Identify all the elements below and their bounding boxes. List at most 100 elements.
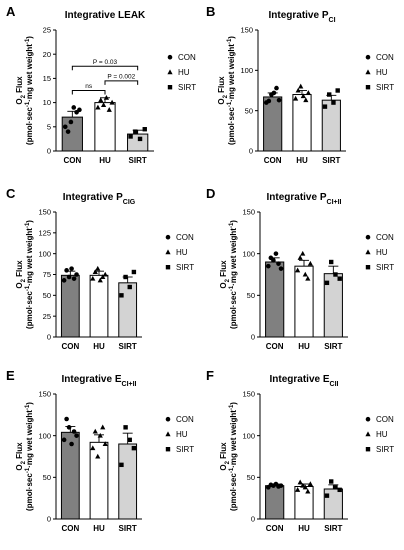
panel-title: Integrative LEAK <box>65 10 146 21</box>
legend-marker-sirt <box>365 265 371 270</box>
panel-title: Integrative PCIG <box>63 192 136 206</box>
data-point-con <box>276 261 281 266</box>
y-axis-label-unit-b: ·mg wet weight <box>25 44 34 102</box>
y-axis-label-flux: Flux <box>219 442 228 461</box>
significance-bracket <box>71 65 139 71</box>
data-point-sirt <box>331 100 336 105</box>
data-point-con <box>266 263 271 269</box>
y-axis-label-flux: Flux <box>15 442 24 461</box>
legend-marker-hu <box>165 249 171 255</box>
data-point-sirt <box>329 259 334 265</box>
panel-letter: A <box>6 4 16 19</box>
bar-hu <box>292 94 312 152</box>
data-point-hu <box>100 274 106 279</box>
legend-label-con: CON <box>176 415 194 424</box>
y-axis-label-unit-a: (pmol·sec <box>25 473 34 511</box>
data-point-hu <box>300 482 306 488</box>
data-point-hu <box>293 95 299 101</box>
data-point-sirt <box>333 272 338 277</box>
data-point-sirt <box>333 485 338 490</box>
y-tick-label: 150 <box>240 26 253 35</box>
legend-marker-sirt <box>165 265 171 270</box>
panel-title-main: Integrative LEAK <box>65 10 146 21</box>
y-axis-label-exp1: -1 <box>25 285 31 291</box>
data-point-con <box>266 98 272 104</box>
panel-title-sub: CI+II <box>122 381 137 388</box>
panel-title-main: Integrative E <box>61 374 121 385</box>
y-axis-label-line2: (pmol·sec-1·mg wet weight-1) <box>229 402 238 511</box>
y-tick-label: 25 <box>43 312 51 321</box>
data-point-con <box>278 483 284 488</box>
y-axis-label-o: O <box>217 98 226 104</box>
data-point-con <box>68 119 74 125</box>
y-tick-label: 100 <box>242 431 255 440</box>
y-axis-label-exp1: -1 <box>229 467 235 473</box>
bar-hu <box>89 274 109 338</box>
data-point-hu <box>95 453 101 459</box>
y-tick-label: 0 <box>47 515 51 524</box>
y-tick-label: 100 <box>242 249 255 258</box>
data-point-sirt <box>142 127 147 132</box>
data-point-con <box>74 272 79 277</box>
data-point-sirt <box>119 462 124 468</box>
data-point-hu <box>307 481 313 486</box>
y-axis-label-close: ) <box>25 402 34 405</box>
data-point-con <box>271 258 276 263</box>
legend-label-sirt: SIRT <box>176 263 194 272</box>
data-point-hu <box>92 269 98 274</box>
y-axis-label-exp2: -1 <box>227 38 233 44</box>
panel-letter: B <box>206 4 215 19</box>
legend-marker-con <box>165 416 171 422</box>
y-axis-label-close: ) <box>227 36 236 39</box>
data-point-sirt <box>131 269 137 275</box>
data-point-hu <box>302 271 308 277</box>
significance-label: P = 0.03 <box>93 59 118 66</box>
y-tick-label: 50 <box>43 473 51 482</box>
data-point-sirt <box>137 136 143 142</box>
data-point-hu <box>102 441 108 446</box>
data-point-hu <box>103 94 110 100</box>
legend-label-sirt: SIRT <box>376 83 394 92</box>
data-point-hu <box>297 255 303 260</box>
y-axis-label-exp2: -1 <box>25 38 31 44</box>
data-point-hu <box>102 271 108 277</box>
data-point-hu <box>307 260 313 266</box>
legend-marker-con <box>365 54 371 60</box>
legend-label-sirt: SIRT <box>176 445 194 454</box>
data-point-con <box>65 129 71 134</box>
y-tick-label: 50 <box>247 473 255 482</box>
data-point-sirt <box>322 104 328 109</box>
x-tick-label-sirt: SIRT <box>119 342 137 351</box>
y-axis-label-flux: Flux <box>219 260 228 279</box>
y-axis-label-sub: 2 <box>225 278 231 282</box>
y-axis-label-o: O <box>15 282 24 288</box>
data-point-con <box>278 266 284 271</box>
data-point-hu <box>92 428 98 434</box>
data-point-hu <box>305 275 311 281</box>
panel-title-sub: CI+II <box>327 199 342 206</box>
y-tick-label: 5 <box>47 122 51 131</box>
y-tick-label: 25 <box>43 26 51 35</box>
legend-label-con: CON <box>178 53 196 62</box>
y-axis-label-line2: (pmol·sec-1·mg wet weight-1) <box>227 36 236 145</box>
data-point-hu <box>295 487 301 492</box>
x-tick-label-hu: HU <box>99 156 111 165</box>
x-tick-label-con: CON <box>61 342 79 351</box>
data-point-sirt <box>123 274 128 280</box>
data-point-con <box>276 97 282 103</box>
legend-label-hu: HU <box>176 248 188 257</box>
y-tick-label: 50 <box>247 291 255 300</box>
y-axis-label-line2: (pmol·sec-1·mg wet weight-1) <box>25 402 34 511</box>
legend-marker-hu <box>165 431 171 437</box>
data-point-sirt <box>123 425 128 430</box>
x-tick-label-hu: HU <box>93 524 105 533</box>
y-axis-label-unit-b: ·mg wet weight <box>227 44 236 102</box>
data-point-con <box>62 124 68 130</box>
panel-title-main: Integrative P <box>266 192 326 203</box>
bar-sirt <box>118 443 138 520</box>
data-point-hu <box>100 102 107 108</box>
bar-hu <box>89 441 109 520</box>
legend-label-hu: HU <box>376 68 388 77</box>
